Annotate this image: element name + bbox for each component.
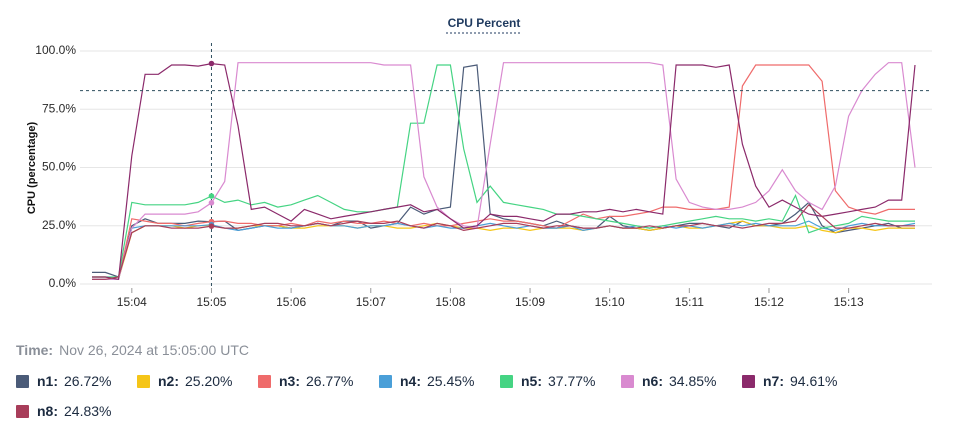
legend-name: n7 [763,373,784,389]
series-line [92,64,915,278]
y-tick-label: 0.0% [49,276,77,290]
legend-value: 37.77% [548,373,596,389]
legend-swatch [500,374,513,388]
legend-value: 34.85% [669,373,717,389]
legend-name: n5 [521,373,542,389]
y-tick-label: 100.0% [35,43,76,57]
legend-name: n1 [37,373,58,389]
x-tick-label: 15:06 [276,295,306,309]
legend-name: n6 [642,373,663,389]
legend-item[interactable]: n3 26.77% [258,372,379,390]
series-line [92,62,916,280]
time-label: Time: [16,342,54,358]
x-tick-label: 15:12 [754,295,784,309]
legend-name: n2 [158,373,179,389]
x-tick-label: 15:05 [196,295,226,309]
series-line [92,64,915,278]
legend-value: 24.83% [64,403,112,419]
y-tick-label: 75.0% [42,101,76,115]
legend-swatch [16,404,29,418]
chart-title: CPU Percent [448,16,521,30]
legend-swatch [258,374,271,388]
legend-item[interactable]: n7 94.61% [742,372,863,390]
legend-swatch [379,374,392,388]
legend-item[interactable]: n8 24.83% [16,402,137,420]
hover-dot [208,193,215,199]
x-tick-label: 15:07 [356,295,386,309]
series-line [92,220,915,280]
legend-swatch [621,374,634,388]
legend-value: 94.61% [790,373,838,389]
legend-item[interactable]: n5 37.77% [500,372,621,390]
legend-value: 25.20% [185,373,233,389]
legend-item[interactable]: n1 26.72% [16,372,137,390]
x-tick-label: 15:11 [675,295,704,309]
legend-value: 25.45% [427,373,475,389]
series-line [92,203,915,280]
chart: CPU Percent CPU (percentage) 0.0% 25.0% 50… [26,16,932,309]
y-tick-label: 25.0% [42,218,76,232]
legend-item[interactable]: n2 25.20% [137,372,258,390]
y-axis-label: CPU (percentage) [26,122,38,215]
x-tick-label: 15:10 [595,295,625,309]
legend-value: 26.77% [306,373,354,389]
hover-dot [208,223,215,229]
y-tick-label: 50.0% [42,160,76,174]
legend-value: 26.72% [64,373,112,389]
x-tick-label: 15:09 [515,295,545,309]
series-line [92,64,915,280]
hover-dot [208,60,215,67]
x-tick-label: 15:04 [117,295,147,309]
time-row: Time: Nov 26, 2024 at 15:05:00 UTC [16,342,249,358]
x-tick-label: 15:13 [834,295,864,309]
legend-name: n8 [37,403,58,419]
legend-swatch [16,374,29,388]
legend-name: n4 [400,373,421,389]
hover-dot [208,199,215,206]
series-line [92,220,916,280]
legend-swatch [742,374,755,388]
legend-item[interactable]: n4 25.45% [379,372,500,390]
legend: n1 26.72% n2 25.20% n3 26.77% n4 25.45% n5 37.77%… [16,372,916,420]
time-value: Nov 26, 2024 at 15:05:00 UTC [59,342,249,358]
series-line [92,62,916,281]
legend-name: n3 [279,373,300,389]
legend-swatch [137,374,150,388]
x-tick-label: 15:08 [435,295,465,309]
legend-item[interactable]: n6 34.85% [621,372,742,390]
